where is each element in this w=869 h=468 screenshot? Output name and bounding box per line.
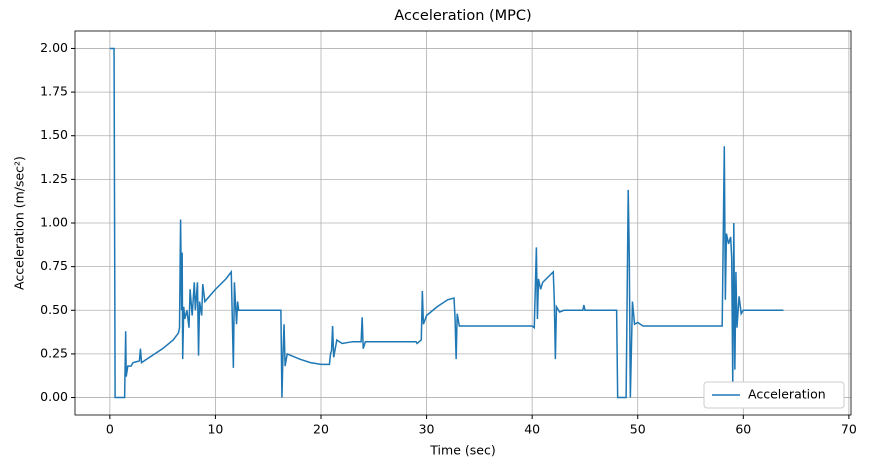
- x-axis-label: Time (sec): [429, 443, 495, 458]
- x-tick-label: 10: [207, 422, 223, 437]
- chart-title: Acceleration (MPC): [394, 8, 531, 24]
- x-tick-label: 30: [419, 422, 435, 437]
- x-tick-label: 20: [313, 422, 329, 437]
- x-tick-label: 0: [106, 422, 114, 437]
- x-tick-label: 60: [735, 422, 751, 437]
- y-tick-label: 1.00: [40, 215, 68, 230]
- y-tick-label: 1.25: [40, 171, 68, 186]
- legend-box: [703, 381, 845, 409]
- x-tick-label: 40: [524, 422, 540, 437]
- y-tick-label: 1.50: [40, 127, 68, 142]
- y-tick-label: 0.50: [40, 302, 68, 317]
- data-line: [109, 47, 784, 399]
- y-tick-label: 0.25: [40, 345, 68, 360]
- y-axis-label: Acceleration (m/sec²): [12, 156, 27, 290]
- legend-label: Acceleration: [748, 387, 826, 402]
- y-tick-label: 0.00: [40, 389, 68, 404]
- plot-frame: [74, 30, 852, 416]
- y-tick-label: 2.00: [40, 40, 68, 55]
- x-tick-label: 50: [630, 422, 646, 437]
- x-tick-label: 70: [841, 422, 857, 437]
- y-tick-label: 1.75: [40, 84, 68, 99]
- y-tick-label: 0.75: [40, 258, 68, 273]
